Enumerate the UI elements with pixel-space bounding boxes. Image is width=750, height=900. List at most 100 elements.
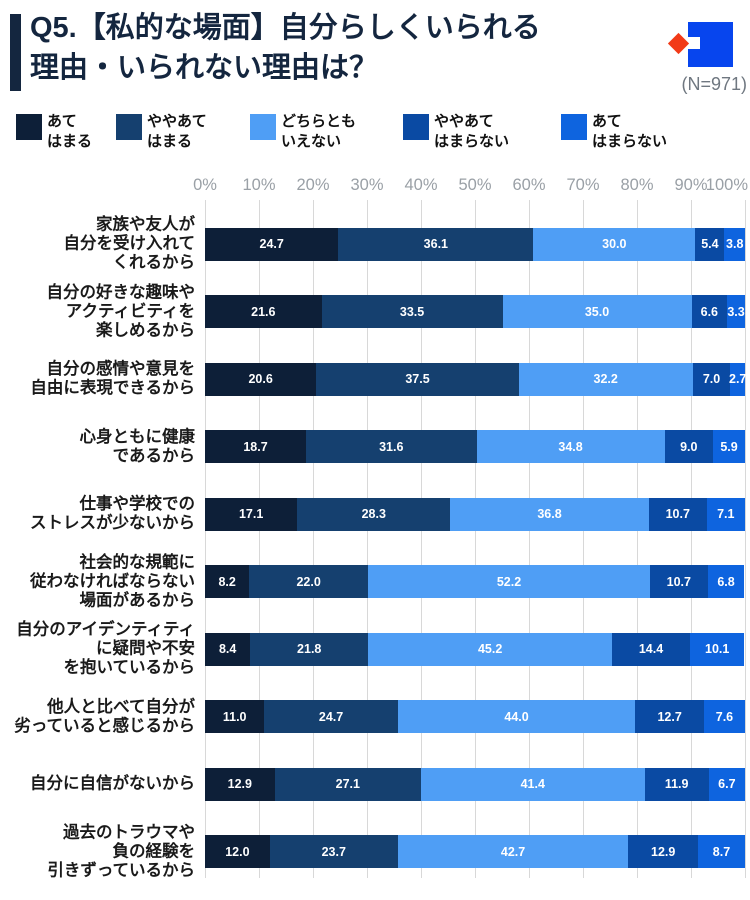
legend-swatch-icon — [250, 114, 276, 140]
segment-value: 30.0 — [602, 237, 627, 251]
x-axis-tick-50: 50% — [458, 176, 492, 194]
bar-segment-5: 7.6 — [703, 700, 745, 733]
x-axis-tick-70: 70% — [566, 176, 600, 194]
segment-value: 36.8 — [537, 507, 562, 521]
category-label: 仕事や学校での ストレスが少ないから — [30, 494, 195, 532]
gridline — [583, 200, 584, 878]
gridline — [691, 200, 692, 878]
legend-item-4: ややあて はまらない — [403, 112, 561, 151]
bar-segment-2: 21.8 — [250, 632, 369, 666]
bar-segment-2: 36.1 — [338, 227, 534, 261]
bar-segment-3: 42.7 — [397, 835, 629, 868]
segment-value: 27.1 — [335, 777, 360, 791]
category-label: 自分のアイデンティティ に疑問や不安 を抱いているから — [16, 620, 195, 677]
bar-segment-5: 7.1 — [706, 497, 745, 531]
gridline — [313, 200, 314, 878]
bar-row-9: 自分に自信がないから 12.9 27.1 41.4 11.9 6.7 — [0, 767, 750, 801]
legend-label: あて はまらない — [592, 113, 668, 150]
segment-value: 24.7 — [318, 709, 344, 724]
logo-notch — [688, 37, 700, 49]
segment-value: 8.2 — [218, 574, 236, 589]
bar-segment-5: 6.7 — [708, 767, 745, 801]
bar-segment-3: 36.8 — [450, 497, 649, 531]
x-axis-tick-0: 0% — [193, 176, 217, 194]
segment-value: 36.1 — [423, 237, 449, 251]
bar-row-10: 過去のトラウマや 負の経験を 引きずっているから 12.0 23.7 42.7 12.9 8.… — [0, 823, 750, 879]
bar-segment-4: 10.7 — [649, 565, 708, 598]
gridline — [205, 200, 206, 878]
gridline — [637, 200, 638, 878]
segment-value: 12.0 — [225, 844, 250, 859]
bar-segment-4: 6.6 — [691, 295, 728, 328]
segment-value: 6.8 — [717, 574, 735, 589]
segment-value: 10.1 — [705, 642, 730, 656]
legend-swatch-icon — [561, 114, 587, 140]
bar-segment-2: 28.3 — [297, 497, 451, 531]
segment-value: 28.3 — [361, 507, 386, 521]
segment-value: 31.6 — [379, 439, 404, 454]
bar-segment-1: 8.4 — [205, 632, 251, 666]
bar-segment-3: 52.2 — [368, 565, 650, 598]
legend-label: あて はまる — [47, 113, 93, 150]
segment-value: 41.4 — [520, 777, 545, 791]
segment-value: 10.7 — [665, 507, 690, 521]
bar-segment-2: 33.5 — [321, 295, 503, 328]
stacked-bar: 17.1 28.3 36.8 10.7 7.1 — [205, 497, 745, 531]
bar-segment-2: 37.5 — [316, 362, 519, 396]
bar-segment-5: 3.8 — [724, 227, 745, 261]
logo-diamond-icon — [667, 32, 690, 55]
bar-row-3: 自分の感情や意見を 自由に表現できるから 20.6 37.5 32.2 7.0 2.7 — [0, 359, 750, 397]
bar-row-5: 仕事や学校での ストレスが少ないから 17.1 28.3 36.8 10.7 7.1 — [0, 494, 750, 532]
x-axis-tick-100: 100% — [705, 176, 748, 194]
title-line-1: Q5.【私的な場面】自分らしくいられる — [30, 12, 541, 44]
x-axis-tick-20: 20% — [296, 176, 330, 194]
bar-segment-3: 44.0 — [397, 700, 636, 733]
category-label: 自分の感情や意見を 自由に表現できるから — [30, 359, 195, 397]
stacked-bar: 18.7 31.6 34.8 9.0 5.9 — [205, 430, 745, 463]
segment-value: 11.9 — [664, 777, 689, 791]
gridline — [529, 200, 530, 878]
segment-value: 33.5 — [399, 304, 425, 319]
bar-row-7: 自分のアイデンティティ に疑問や不安 を抱いているから 8.4 21.8 45.2 14.4… — [0, 620, 750, 677]
bar-segment-1: 18.7 — [205, 430, 306, 463]
bar-segment-5: 2.7 — [729, 362, 747, 396]
gridline — [475, 200, 476, 878]
legend-item-2: ややあて はまる — [116, 112, 250, 151]
stacked-bar: 11.0 24.7 44.0 12.7 7.6 — [205, 700, 745, 733]
bar-segment-2: 22.0 — [249, 565, 369, 598]
segment-value: 37.5 — [405, 372, 430, 386]
segment-value: 20.6 — [248, 372, 273, 386]
bar-row-2: 自分の好きな趣味や アクティビティを 楽しめるから 21.6 33.5 35.0 6.6 3.… — [0, 283, 750, 339]
stacked-bar: 20.6 37.5 32.2 7.0 2.7 — [205, 362, 747, 396]
bar-segment-4: 7.0 — [692, 362, 731, 396]
bar-segment-4: 10.7 — [648, 497, 707, 531]
category-label: 心身ともに健康 であるから — [79, 427, 196, 465]
segment-value: 2.7 — [729, 372, 747, 386]
segment-value: 42.7 — [500, 844, 526, 859]
segment-value: 5.9 — [720, 439, 738, 454]
gridline — [259, 200, 260, 878]
category-label: 過去のトラウマや 負の経験を 引きずっているから — [47, 822, 195, 880]
category-label: 他人と比べて自分が 劣っていると感じるから — [14, 697, 195, 735]
legend-label: ややあて はまる — [147, 113, 207, 150]
bar-segment-1: 8.2 — [205, 565, 250, 598]
bar-segment-4: 12.7 — [635, 700, 704, 733]
bar-segment-1: 21.6 — [205, 295, 322, 328]
bar-row-1: 家族や友人が 自分を受け入れて くれるから 24.7 36.1 30.0 5.4 3.8 — [0, 215, 750, 272]
segment-value: 52.2 — [496, 574, 522, 589]
segment-value: 7.1 — [717, 507, 735, 521]
segment-value: 18.7 — [243, 439, 268, 454]
segment-value: 21.6 — [251, 304, 276, 319]
legend-label: ややあて はまらない — [434, 113, 510, 150]
legend-swatch-icon — [403, 114, 429, 140]
bar-segment-3: 34.8 — [476, 430, 665, 463]
segment-value: 11.0 — [222, 709, 247, 724]
segment-value: 7.0 — [702, 372, 721, 386]
legend-label: どちらとも いえない — [281, 113, 357, 150]
segment-value: 3.8 — [726, 237, 744, 251]
x-axis-tick-80: 80% — [620, 176, 654, 194]
bar-segment-4: 11.9 — [644, 767, 709, 801]
segment-value: 9.0 — [680, 439, 698, 454]
segment-value: 12.9 — [227, 777, 252, 791]
bar-segment-1: 17.1 — [205, 497, 298, 531]
